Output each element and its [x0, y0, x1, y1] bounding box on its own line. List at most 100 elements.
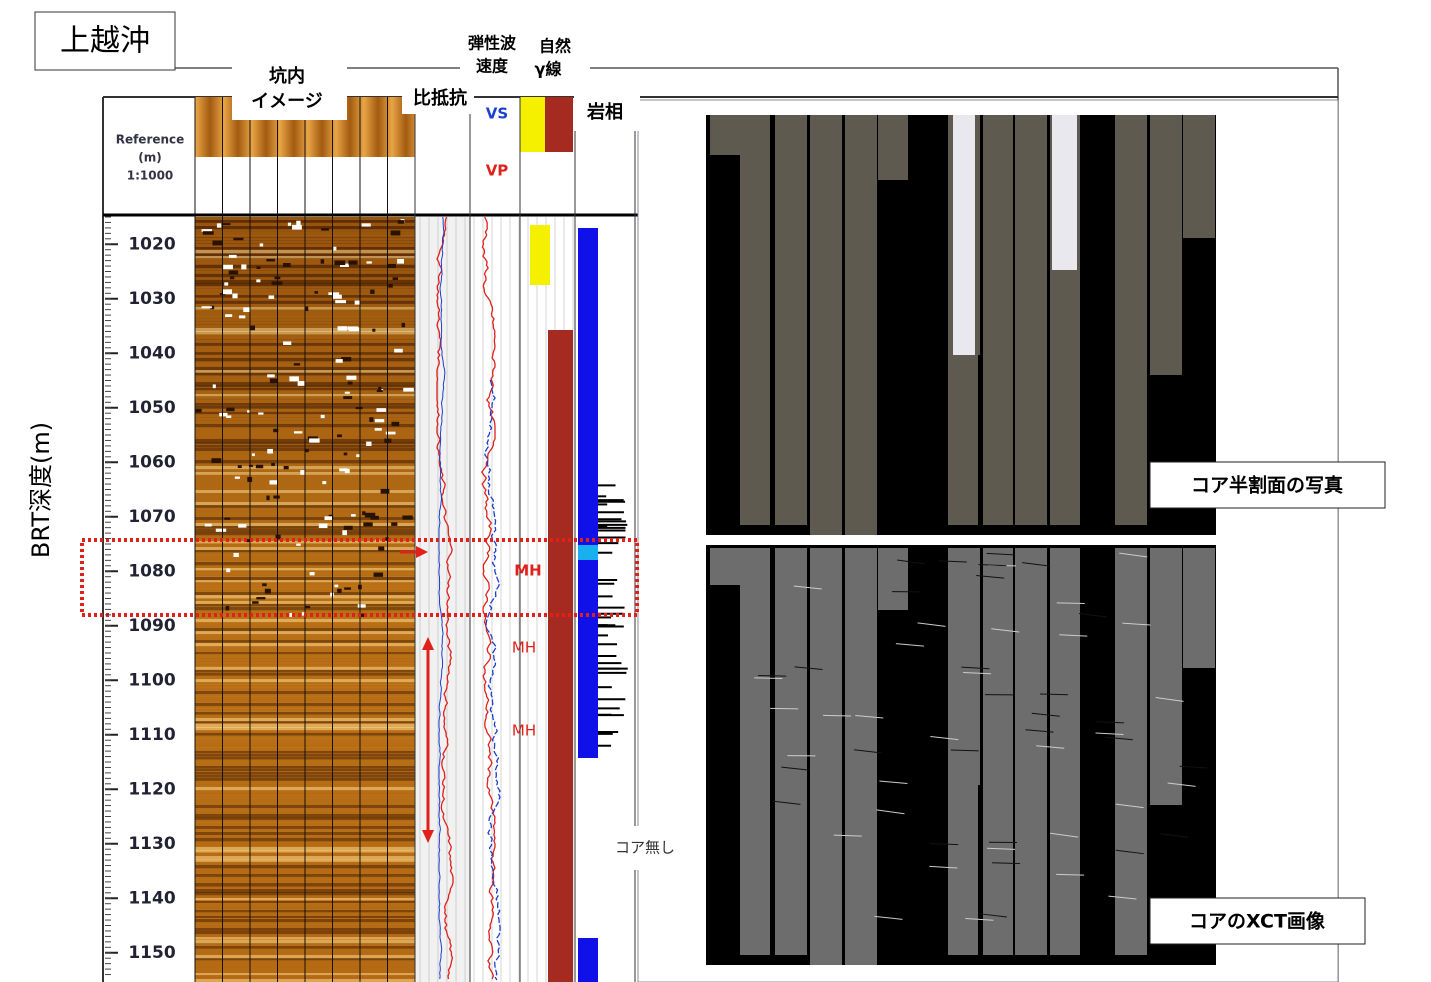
image-speck — [351, 514, 356, 516]
core-photo — [845, 115, 877, 535]
image-speck — [369, 417, 373, 422]
image-speck — [366, 261, 371, 263]
image-speck — [226, 606, 230, 610]
core-photo — [740, 115, 770, 525]
core-xct — [740, 548, 770, 955]
image-speck — [217, 223, 221, 227]
core-photo — [878, 115, 908, 180]
xct-layer — [1057, 603, 1085, 604]
image-speck — [294, 431, 302, 433]
image-speck — [205, 524, 212, 527]
image-speck — [283, 341, 291, 345]
no-core-label: コア無し — [615, 839, 675, 857]
ref-header: Reference — [116, 133, 185, 147]
image-speck — [257, 266, 261, 269]
tick-label: 1030 — [128, 289, 175, 309]
tick-label: 1140 — [128, 888, 175, 908]
core-xct — [710, 548, 740, 585]
core-photo — [775, 115, 807, 525]
ref-header: (m) — [138, 151, 161, 165]
image-speck — [219, 413, 227, 417]
mh-label: MH — [512, 722, 536, 740]
image-speck — [333, 295, 342, 299]
image-speck — [342, 530, 347, 535]
tick-label: 1090 — [128, 616, 175, 636]
image-speck — [344, 587, 351, 589]
lithology — [578, 938, 598, 982]
image-speck — [321, 228, 329, 230]
image-speck — [403, 388, 414, 392]
image-speck — [229, 270, 239, 274]
core-photo — [1183, 115, 1215, 238]
tick-label: 1060 — [128, 452, 175, 472]
image-speck — [315, 291, 318, 294]
image-speck — [296, 544, 301, 546]
image-speck — [202, 306, 212, 308]
tick-label: 1110 — [128, 725, 175, 745]
xct-layer — [770, 708, 798, 709]
mh-label: MH — [512, 639, 536, 657]
image-speck — [394, 349, 403, 353]
image-speck — [362, 511, 365, 515]
core-xct — [1050, 548, 1080, 955]
track-header: 比抵抗 — [413, 87, 467, 109]
tick-label: 1130 — [128, 834, 175, 854]
curve — [482, 217, 495, 979]
image-speck — [310, 572, 315, 575]
gamma-fill — [548, 330, 573, 982]
tick-label: 1100 — [128, 670, 175, 690]
tick-label: 1020 — [128, 234, 175, 254]
image-speck — [366, 442, 371, 446]
image-speck — [378, 546, 384, 550]
image-speck — [321, 259, 325, 263]
tick-label: 1050 — [128, 398, 175, 418]
xct-layer — [754, 678, 782, 679]
image-speck — [374, 573, 383, 577]
image-speck — [296, 221, 300, 225]
image-speck — [375, 419, 384, 422]
image-speck — [238, 524, 246, 527]
image-speck — [305, 606, 310, 608]
image-speck — [402, 515, 412, 519]
image-speck — [256, 465, 263, 468]
image-speck — [216, 529, 226, 532]
tick-label: 1150 — [128, 943, 175, 963]
image-speck — [223, 265, 233, 269]
image-speck — [233, 238, 243, 240]
image-speck — [377, 390, 383, 392]
track-header: 速度 — [476, 57, 509, 76]
track-header: 岩相 — [586, 101, 623, 123]
image-speck — [362, 223, 371, 226]
curve-label: VP — [486, 162, 509, 180]
image-speck — [289, 376, 299, 381]
core-xct — [983, 548, 1013, 955]
image-speck — [212, 240, 222, 245]
image-speck — [319, 524, 328, 528]
core-photo — [1015, 115, 1047, 525]
image-speck — [256, 597, 265, 599]
tick-label: 1040 — [128, 343, 175, 363]
xct-layer — [823, 715, 851, 716]
image-speck — [321, 415, 325, 418]
core-photo — [710, 115, 740, 155]
core-photo — [1115, 115, 1147, 525]
image-speck — [224, 518, 230, 520]
image-speck — [376, 408, 386, 412]
core-xct — [1150, 548, 1182, 805]
axis-label: BRT深度(m) — [27, 422, 55, 558]
image-speck — [252, 453, 255, 456]
image-speck — [226, 408, 234, 412]
image-speck — [267, 449, 273, 454]
image-speck — [211, 458, 221, 463]
image-speck — [233, 553, 238, 557]
image-speck — [337, 589, 341, 593]
gamma-fill — [530, 225, 550, 285]
image-speck — [224, 282, 228, 285]
image-speck — [344, 453, 348, 456]
core-xct — [878, 548, 908, 610]
image-speck — [223, 289, 232, 294]
image-speck — [196, 409, 202, 413]
image-speck — [235, 477, 240, 479]
track-header: イメージ — [251, 91, 323, 112]
tick-label: 1080 — [128, 561, 175, 581]
